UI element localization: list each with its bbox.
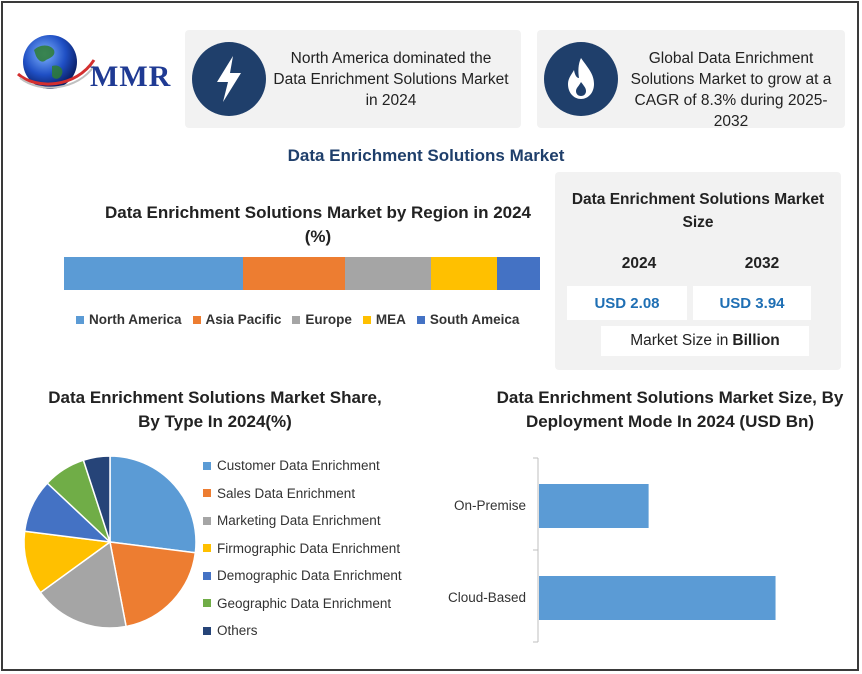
legend-label: South Ameica: [429, 312, 520, 327]
legend-label: Customer Data Enrichment: [217, 458, 380, 474]
region-segment-mea: [430, 257, 498, 290]
legend-label: Geographic Data Enrichment: [217, 595, 392, 611]
bar-on-premise: [539, 484, 649, 528]
type-pie-chart: [23, 455, 197, 629]
legend-label: Firmographic Data Enrichment: [217, 540, 401, 556]
flame-icon: [568, 58, 594, 99]
info-card-text: Global Data Enrichment Solutions Market …: [630, 50, 832, 130]
legend-swatch: [203, 599, 211, 608]
badge: [192, 42, 266, 116]
legend-label: North America: [89, 312, 182, 327]
region-segment-north-america: [64, 257, 243, 290]
legend-label: Marketing Data Enrichment: [217, 513, 381, 529]
year-2024-label: 2024: [621, 255, 657, 272]
region-stacked-bar: [64, 257, 540, 290]
region-chart-title: Data Enrichment Solutions Market by Regi…: [104, 203, 532, 246]
pie-slice-sales-data-enrichment: [109, 541, 197, 628]
legend-item-firmographic-data-enrichment: Firmographic Data Enrichment: [203, 535, 402, 563]
legend-swatch: [292, 315, 301, 324]
legend-label: Others: [217, 623, 258, 639]
legend-item-north-america: North America: [76, 312, 182, 327]
lightning-icon: [217, 56, 241, 102]
legend-item-south-ameica: South Ameica: [416, 312, 520, 327]
main-title: Data Enrichment Solutions Market: [287, 146, 565, 165]
region-legend: North America Asia Pacific Europe MEA South …: [76, 312, 530, 327]
deployment-bar-chart: [533, 457, 776, 643]
info-card-cagr: Global Data Enrichment Solutions Market …: [537, 30, 845, 130]
unit-prefix: Market Size in: [630, 332, 729, 349]
badge: [544, 42, 618, 116]
legend-label: Asia Pacific: [205, 312, 282, 327]
category-label-cloud-based: Cloud-Based: [447, 590, 526, 605]
legend-swatch: [203, 516, 211, 525]
region-segment-asia-pacific: [242, 257, 345, 290]
legend-label: MEA: [375, 312, 406, 327]
legend-label: Sales Data Enrichment: [217, 485, 356, 501]
region-segment-europe: [344, 257, 431, 290]
pie-slice-marketing-data-enrichment: [39, 540, 127, 629]
legend-swatch: [416, 315, 425, 324]
pie-slice-customer-data-enrichment: [109, 455, 197, 554]
unit-label: Market Size in Billion: [601, 326, 809, 356]
logo: MMR: [16, 30, 176, 100]
logo-text: MMR: [90, 60, 172, 93]
legend-item-geographic-data-enrichment: Geographic Data Enrichment: [203, 590, 402, 618]
legend-swatch: [203, 626, 211, 635]
legend-item-customer-data-enrichment: Customer Data Enrichment: [203, 452, 402, 480]
value-2024: USD 2.08: [567, 286, 687, 320]
region-segment-south-ameica: [497, 257, 540, 290]
deployment-chart-title: Data Enrichment Solutions Market Size, B…: [496, 388, 844, 431]
legend-swatch: [203, 571, 211, 580]
pie-slice-others: [82, 455, 111, 543]
category-label-on-premise: On-Premise: [453, 498, 526, 513]
legend-swatch: [203, 489, 211, 498]
pie-legend: Customer Data Enrichment Sales Data Enric…: [203, 452, 402, 645]
legend-item-marketing-data-enrichment: Marketing Data Enrichment: [203, 507, 402, 535]
legend-item-europe: Europe: [292, 312, 352, 327]
legend-item-demographic-data-enrichment: Demographic Data Enrichment: [203, 562, 402, 590]
legend-swatch: [192, 315, 201, 324]
value-2032: USD 3.94: [693, 286, 811, 320]
market-size-title: Data Enrichment Solutions Market Size: [571, 191, 825, 231]
legend-item-mea: MEA: [362, 312, 406, 327]
legend-label: Europe: [305, 312, 352, 327]
legend-item-asia-pacific: Asia Pacific: [192, 312, 282, 327]
legend-item-sales-data-enrichment: Sales Data Enrichment: [203, 480, 402, 508]
unit-bold: Billion: [732, 332, 780, 349]
legend-swatch: [362, 315, 371, 324]
info-card-text: North America dominated the Data Enrichm…: [273, 50, 509, 109]
market-size-box: Data Enrichment Solutions Market Size 20…: [555, 172, 841, 370]
legend-swatch: [203, 544, 211, 553]
legend-swatch: [203, 461, 211, 470]
legend-label: Demographic Data Enrichment: [217, 568, 402, 584]
year-2032-label: 2032: [744, 255, 780, 272]
legend-swatch: [76, 315, 84, 324]
pie-slice-firmographic-data-enrichment: [23, 530, 112, 594]
info-card-region: North America dominated the Data Enrichm…: [185, 30, 521, 128]
pie-chart-title: Data Enrichment Solutions Market Share, …: [48, 388, 382, 431]
globe-icon: [17, 35, 96, 89]
bar-cloud-based: [539, 576, 776, 620]
legend-item-others: Others: [203, 617, 402, 645]
